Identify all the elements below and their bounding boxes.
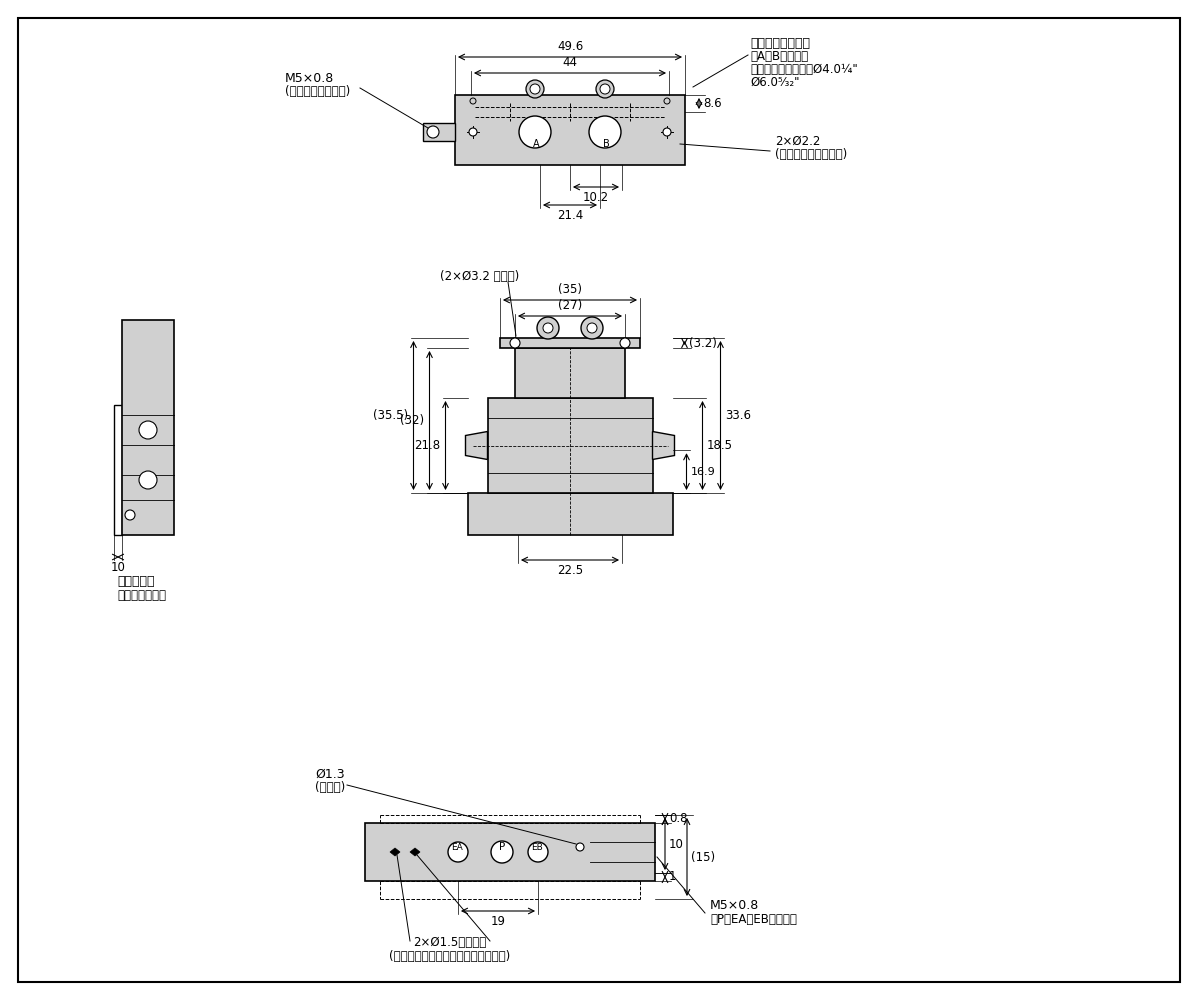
Text: （P、EA、EBポート）: （P、EA、EBポート） — [710, 913, 797, 926]
Circle shape — [587, 323, 597, 333]
Text: (呼吸穴): (呼吸穴) — [315, 781, 345, 794]
Circle shape — [600, 84, 610, 94]
Text: (マニホールド取付用): (マニホールド取付用) — [775, 148, 847, 161]
Text: 2×Ø1.5イヌキ穴: 2×Ø1.5イヌキ穴 — [413, 936, 486, 949]
Text: (32): (32) — [400, 414, 424, 427]
Circle shape — [125, 510, 135, 520]
Text: M5×0.8: M5×0.8 — [285, 72, 334, 85]
Text: 33.6: 33.6 — [726, 409, 751, 422]
Circle shape — [595, 80, 615, 98]
Circle shape — [526, 80, 544, 98]
Text: (パイロットポート): (パイロットポート) — [285, 85, 350, 98]
Circle shape — [589, 116, 621, 148]
Polygon shape — [466, 432, 488, 460]
Circle shape — [664, 98, 670, 104]
Circle shape — [530, 84, 540, 94]
Text: EB: EB — [531, 842, 543, 852]
Text: マニュアル: マニュアル — [117, 575, 155, 588]
Text: 0.8: 0.8 — [668, 812, 688, 826]
Circle shape — [448, 842, 468, 862]
Text: 22.5: 22.5 — [557, 564, 583, 577]
Text: 1: 1 — [668, 870, 677, 884]
Polygon shape — [391, 848, 400, 856]
Bar — [515, 348, 625, 398]
Bar — [488, 398, 653, 493]
Text: (27): (27) — [558, 299, 582, 312]
Circle shape — [510, 338, 520, 348]
Circle shape — [576, 843, 583, 851]
Text: P: P — [498, 842, 506, 852]
Text: B: B — [603, 139, 610, 149]
Text: Ø1.3: Ø1.3 — [315, 768, 345, 781]
Text: 49.6: 49.6 — [557, 40, 583, 53]
Text: 10.2: 10.2 — [583, 191, 609, 204]
Circle shape — [543, 323, 553, 333]
Bar — [423, 123, 455, 141]
Bar — [122, 320, 174, 535]
Text: 44: 44 — [563, 56, 577, 69]
Text: 19: 19 — [490, 915, 506, 928]
Bar — [114, 405, 122, 535]
Circle shape — [491, 841, 513, 863]
Text: 8.6: 8.6 — [703, 97, 721, 110]
Circle shape — [621, 338, 630, 348]
Circle shape — [519, 116, 551, 148]
Text: (2×Ø3.2 取付用): (2×Ø3.2 取付用) — [440, 270, 519, 283]
Circle shape — [581, 317, 603, 339]
Text: (マニホールドガスケット位置決め用): (マニホールドガスケット位置決め用) — [389, 950, 510, 963]
Text: 2×Ø2.2: 2×Ø2.2 — [775, 135, 821, 148]
Text: 21.8: 21.8 — [415, 439, 441, 452]
Text: ワンタッチ管継手: ワンタッチ管継手 — [750, 37, 810, 50]
Circle shape — [537, 317, 559, 339]
Bar — [455, 95, 685, 165]
Circle shape — [468, 128, 477, 136]
Bar — [365, 823, 655, 881]
Polygon shape — [653, 432, 674, 460]
Text: A: A — [533, 139, 539, 149]
Text: Ø6.0⁵⁄₃₂": Ø6.0⁵⁄₃₂" — [750, 76, 799, 89]
Text: 適用チューブ外径：Ø4.0¼": 適用チューブ外径：Ø4.0¼" — [750, 63, 858, 76]
Text: M5×0.8: M5×0.8 — [710, 899, 760, 912]
Bar — [500, 338, 640, 348]
Text: （ノンロック）: （ノンロック） — [117, 589, 167, 602]
Polygon shape — [410, 848, 420, 856]
Text: EA: EA — [452, 842, 462, 852]
Text: 18.5: 18.5 — [707, 439, 732, 452]
Circle shape — [139, 471, 157, 489]
Circle shape — [139, 421, 157, 439]
Text: 16.9: 16.9 — [690, 467, 715, 477]
Text: 21.4: 21.4 — [557, 209, 583, 222]
Text: (35.5): (35.5) — [374, 409, 409, 422]
Circle shape — [662, 128, 671, 136]
Circle shape — [528, 842, 547, 862]
Text: 10: 10 — [110, 561, 126, 574]
Circle shape — [470, 98, 476, 104]
Bar — [467, 493, 672, 535]
Text: (3.2): (3.2) — [689, 336, 716, 350]
Text: (35): (35) — [558, 283, 582, 296]
Text: 10: 10 — [668, 838, 684, 850]
Text: (15): (15) — [691, 850, 715, 863]
Circle shape — [426, 126, 438, 138]
Text: （A、Bポート）: （A、Bポート） — [750, 50, 809, 63]
